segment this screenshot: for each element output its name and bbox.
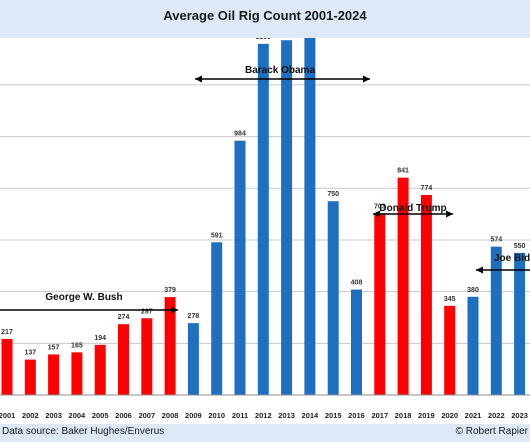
x-tick-label: 2017: [371, 411, 388, 420]
bar: [94, 344, 106, 395]
data-label: 1359: [256, 38, 272, 41]
bar: [514, 252, 526, 395]
data-label: 380: [467, 287, 479, 294]
arrow-head-right: [446, 210, 453, 218]
chart-title: Average Oil Rig Count 2001-2024: [163, 8, 367, 23]
x-tick-label: 2019: [418, 411, 435, 420]
data-label: 379: [164, 287, 176, 294]
data-label: 297: [141, 308, 153, 315]
x-tick-label: 2013: [278, 411, 295, 420]
data-label: 774: [421, 185, 433, 192]
data-label: 550: [514, 243, 526, 250]
x-tick-label: 2002: [22, 411, 39, 420]
bar: [24, 359, 36, 395]
x-tick-label: 2009: [185, 411, 202, 420]
x-tick-label: 2012: [255, 411, 272, 420]
x-tick-label: 2015: [325, 411, 342, 420]
data-label: 591: [211, 232, 223, 239]
data-label: 137: [24, 350, 36, 357]
data-label: 408: [351, 280, 363, 287]
bar: [234, 140, 246, 395]
data-label: 703: [374, 203, 386, 210]
bar-chart: 217 2001 137 2002 157 2003 165 2004 194 2005 274 20…: [0, 38, 530, 420]
x-tick-label: 2004: [69, 411, 87, 420]
x-tick-label: 2018: [395, 411, 412, 420]
arrow-head-left: [195, 75, 202, 83]
bar: [490, 246, 502, 395]
bar: [257, 43, 269, 395]
data-label: 157: [48, 344, 60, 351]
bar: [467, 296, 479, 395]
x-tick-label: 2001: [0, 411, 15, 420]
arrow-head-left: [476, 266, 483, 274]
term-label: Barack Obama: [245, 65, 315, 76]
x-tick-label: 2021: [465, 411, 482, 420]
x-tick-label: 2022: [488, 411, 505, 420]
term-label: George W. Bush: [45, 292, 122, 303]
data-label: 278: [188, 313, 200, 320]
data-label: 345: [444, 296, 456, 303]
x-tick-label: 2006: [115, 411, 132, 420]
plot-area: 217 2001 137 2002 157 2003 165 2004 194 2005 274 20…: [0, 38, 530, 424]
bar: [1, 338, 13, 395]
bar: [71, 352, 83, 395]
bar: [374, 213, 386, 395]
arrow-head-right: [171, 306, 178, 314]
bar: [420, 194, 432, 395]
arrow-head-right: [363, 75, 370, 83]
data-label: 274: [118, 314, 130, 321]
term-label: Donald Trump: [379, 203, 446, 214]
x-tick-label: 2014: [302, 411, 320, 420]
x-tick-label: 2011: [232, 411, 248, 420]
bar: [304, 38, 316, 395]
bar: [444, 305, 456, 395]
x-tick-label: 2016: [348, 411, 365, 420]
x-tick-label: 2010: [208, 411, 225, 420]
data-source-note: Data source: Baker Hughes/Enverus: [2, 426, 165, 437]
x-tick-label: 2023: [511, 411, 528, 420]
data-label: 194: [94, 335, 106, 342]
author-credit: © Robert Rapier: [455, 426, 528, 437]
bar: [281, 40, 293, 396]
x-tick-label: 2007: [138, 411, 155, 420]
data-label: 750: [327, 191, 339, 198]
bar: [211, 242, 223, 395]
x-tick-label: 2003: [45, 411, 62, 420]
bar: [48, 354, 60, 395]
bar: [351, 289, 362, 395]
bar: [164, 297, 176, 395]
data-label: 841: [397, 168, 409, 175]
term-label: Joe Biden: [494, 253, 530, 264]
data-label: 574: [490, 237, 502, 244]
bar: [327, 201, 339, 395]
arrow-head-left: [373, 210, 380, 218]
data-label: 984: [234, 131, 246, 138]
x-tick-label: 2008: [162, 411, 179, 420]
bar: [141, 318, 153, 395]
x-tick-label: 2020: [441, 411, 458, 420]
bar: [397, 177, 409, 395]
data-label: 217: [1, 329, 13, 336]
bar: [187, 323, 199, 395]
x-tick-label: 2005: [92, 411, 109, 420]
data-label: 165: [71, 342, 83, 349]
bar: [118, 324, 129, 395]
